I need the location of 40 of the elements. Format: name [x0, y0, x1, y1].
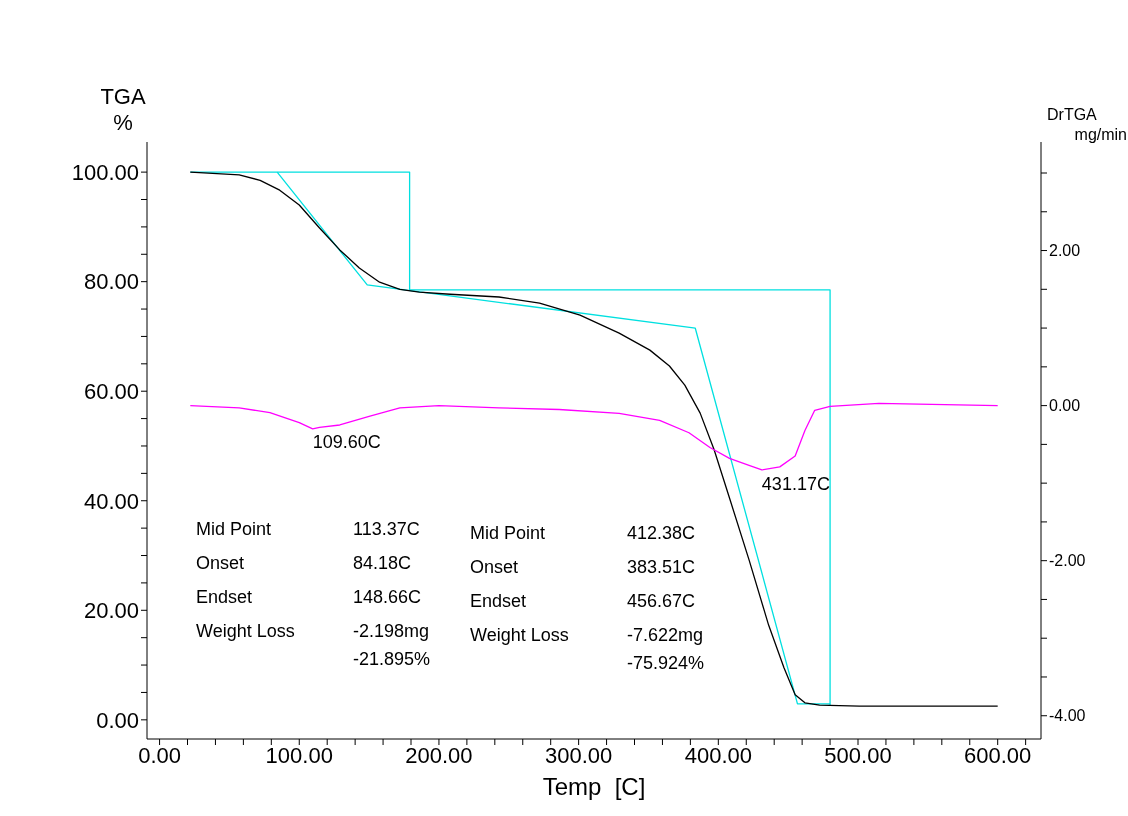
annotation: Weight Loss	[470, 625, 569, 646]
y-tick-label: 80.00	[83, 269, 139, 295]
x-axis-title: Temp [C]	[541, 773, 647, 801]
annotation: 383.51C	[627, 557, 696, 578]
annotation: Endset	[470, 591, 527, 612]
x-tick-label: 100.00	[265, 742, 333, 768]
y2-axis-title: DrTGA mg/min	[1047, 105, 1127, 145]
x-tick-label: 0.00	[138, 742, 181, 768]
x-tick-label: 200.00	[405, 742, 473, 768]
annotation: 412.38C	[627, 523, 696, 544]
y-tick-label: 40.00	[83, 488, 139, 514]
annotation: 431.17C	[761, 474, 830, 495]
x-tick-label: 300.00	[544, 742, 613, 768]
annotation: 113.37C	[353, 519, 420, 540]
annotation: -7.622mg	[627, 625, 704, 646]
y2-tick-label: 0.00	[1049, 397, 1081, 415]
annotation: Onset	[470, 557, 519, 578]
annotation: Weight Loss	[196, 621, 295, 642]
annotation: 456.67C	[627, 591, 696, 612]
y-tick-label: 20.00	[83, 598, 139, 624]
y2-tick-label: -4.00	[1049, 707, 1086, 725]
annotation: -2.198mg	[353, 621, 430, 642]
annotation: -75.924%	[627, 653, 705, 674]
annotation: Mid Point	[196, 519, 272, 540]
y-tick-label: 0.00	[96, 707, 139, 733]
x-tick-label: 500.00	[824, 742, 892, 768]
x-tick-label: 600.00	[964, 742, 1032, 768]
annotation: Onset	[196, 553, 245, 574]
annotation: Endset	[196, 587, 253, 608]
annotation: Mid Point	[470, 523, 546, 544]
y2-tick-label: -2.00	[1049, 552, 1086, 570]
annotation: 148.66C	[353, 587, 422, 608]
y-tick-label: 60.00	[83, 379, 139, 405]
y2-tick-label: 2.00	[1049, 242, 1081, 260]
annotation: -21.895%	[353, 649, 431, 670]
annotation: 84.18C	[353, 553, 412, 574]
y-tick-label: 100.00	[71, 159, 139, 185]
annotation: 109.60C	[312, 431, 381, 452]
x-tick-label: 400.00	[684, 742, 752, 768]
y-axis-title: TGA %	[99, 84, 147, 136]
